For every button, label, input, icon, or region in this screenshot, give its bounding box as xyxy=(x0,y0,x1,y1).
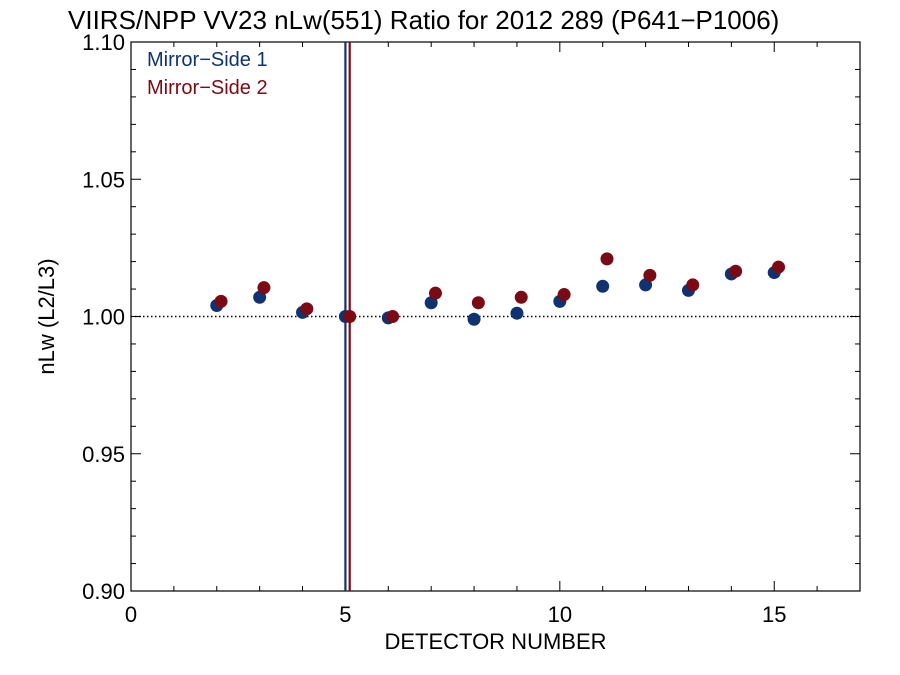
chart-title: VIIRS/NPP VV23 nLw(551) Ratio for 2012 2… xyxy=(68,5,779,35)
data-point xyxy=(428,286,442,300)
data-point xyxy=(686,278,700,292)
data-point xyxy=(300,302,314,316)
data-point xyxy=(510,306,524,320)
x-tick-label: 0 xyxy=(125,602,137,627)
data-point xyxy=(596,279,610,293)
data-point xyxy=(386,310,400,323)
data-point xyxy=(514,290,528,304)
y-tick-label: 1.10 xyxy=(82,30,125,55)
legend: Mirror−Side 1 Mirror−Side 2 xyxy=(147,49,268,99)
data-point xyxy=(214,294,228,308)
data-point xyxy=(729,264,743,278)
x-axis-label: DETECTOR NUMBER xyxy=(384,629,606,654)
data-points xyxy=(210,252,786,326)
data-point xyxy=(471,296,485,310)
reference-lines xyxy=(131,42,860,591)
y-tick-label: 0.90 xyxy=(82,579,125,604)
y-tick-label: 1.05 xyxy=(82,167,125,192)
y-axis-label: nLw (L2/L3) xyxy=(34,258,59,374)
y-tick-label: 1.00 xyxy=(82,305,125,330)
data-point xyxy=(643,268,657,282)
data-point xyxy=(257,281,271,295)
x-tick-label: 5 xyxy=(339,602,351,627)
data-point xyxy=(600,252,614,266)
data-point xyxy=(343,310,357,323)
x-tick-label: 10 xyxy=(548,602,572,627)
data-point xyxy=(467,312,481,326)
axis-ticks: 0 5 10 15 0.90 0.95 1.00 1.05 1.10 xyxy=(82,30,861,627)
legend-entry: Mirror−Side 1 xyxy=(147,49,268,71)
data-point xyxy=(557,288,571,302)
data-point xyxy=(772,260,786,274)
x-tick-label: 15 xyxy=(762,602,786,627)
legend-entry: Mirror−Side 2 xyxy=(147,77,268,99)
y-tick-label: 0.95 xyxy=(82,442,125,467)
